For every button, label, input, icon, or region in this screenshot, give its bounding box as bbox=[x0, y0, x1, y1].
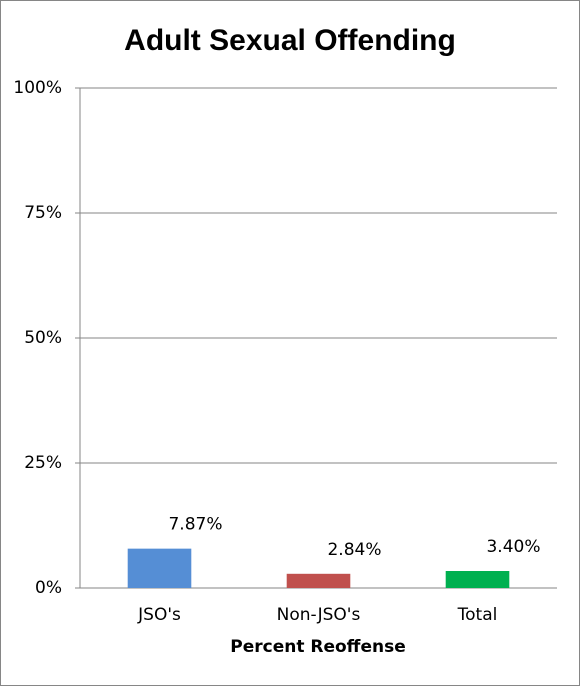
data-label: 3.40% bbox=[486, 537, 540, 557]
y-tick-label: 0% bbox=[35, 578, 62, 598]
x-tick-label: Non-JSO's bbox=[277, 605, 361, 625]
y-tick-label: 50% bbox=[24, 328, 62, 348]
data-label: 2.84% bbox=[327, 540, 381, 560]
data-label: 7.87% bbox=[168, 515, 222, 535]
bar bbox=[445, 571, 510, 588]
bar bbox=[286, 573, 351, 588]
y-tick-label: 100% bbox=[13, 78, 62, 98]
y-tick-label: 25% bbox=[24, 453, 62, 473]
y-tick-label: 75% bbox=[24, 203, 62, 223]
x-tick-label: JSO's bbox=[137, 605, 181, 625]
chart-title: Adult Sexual Offending bbox=[124, 24, 456, 57]
x-axis-title: Percent Reoffense bbox=[230, 637, 405, 657]
x-tick-label: Total bbox=[457, 605, 498, 625]
bar bbox=[127, 548, 192, 588]
